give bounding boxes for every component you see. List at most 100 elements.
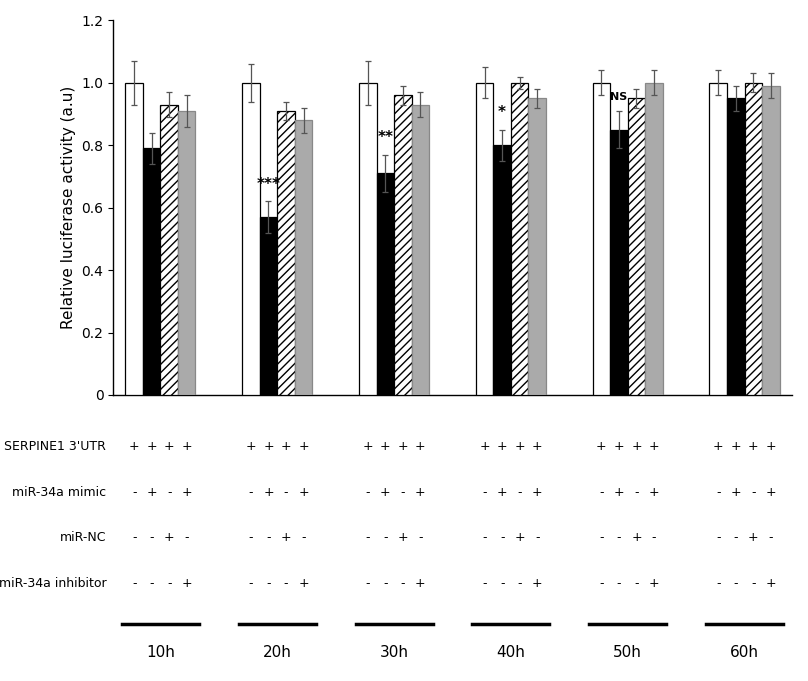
Text: +: +: [182, 577, 192, 590]
Text: 50h: 50h: [613, 645, 642, 660]
Text: **: **: [377, 130, 393, 145]
Text: +: +: [263, 440, 274, 453]
Text: +: +: [748, 440, 759, 453]
Text: +: +: [363, 440, 373, 453]
Text: -: -: [517, 577, 522, 590]
Bar: [528, 99, 546, 395]
Text: -: -: [418, 531, 423, 545]
Bar: [377, 174, 394, 395]
Text: -: -: [517, 486, 522, 498]
Bar: [242, 83, 259, 395]
Text: -: -: [249, 577, 253, 590]
Text: 30h: 30h: [380, 645, 409, 660]
Text: 40h: 40h: [496, 645, 525, 660]
Text: +: +: [479, 440, 490, 453]
Text: -: -: [500, 577, 504, 590]
Text: +: +: [146, 486, 157, 498]
Text: +: +: [532, 440, 542, 453]
Text: +: +: [532, 577, 542, 590]
Text: +: +: [765, 577, 776, 590]
Text: -: -: [482, 531, 487, 545]
Text: -: -: [600, 577, 604, 590]
Text: -: -: [482, 486, 487, 498]
Y-axis label: Relative luciferase activity (a.u): Relative luciferase activity (a.u): [61, 86, 76, 330]
Text: +: +: [398, 531, 408, 545]
Bar: [511, 83, 528, 395]
Text: +: +: [415, 440, 426, 453]
Text: +: +: [298, 577, 309, 590]
Bar: [359, 83, 377, 395]
Text: +: +: [398, 440, 408, 453]
Text: -: -: [149, 577, 154, 590]
Text: miR-NC: miR-NC: [60, 531, 107, 545]
Text: ***: ***: [256, 177, 280, 192]
Text: +: +: [263, 486, 274, 498]
Text: +: +: [415, 486, 426, 498]
Text: -: -: [401, 486, 405, 498]
Text: +: +: [298, 486, 309, 498]
Text: +: +: [613, 486, 625, 498]
Text: -: -: [301, 531, 305, 545]
Text: -: -: [617, 577, 621, 590]
Bar: [295, 121, 313, 395]
Text: NS: NS: [610, 91, 628, 101]
Text: +: +: [246, 440, 256, 453]
Text: +: +: [596, 440, 607, 453]
Text: -: -: [184, 531, 189, 545]
Bar: [494, 145, 511, 395]
Bar: [592, 83, 610, 395]
Text: -: -: [482, 577, 487, 590]
Text: -: -: [365, 531, 370, 545]
Text: +: +: [631, 440, 642, 453]
Bar: [161, 105, 178, 395]
Text: -: -: [167, 486, 171, 498]
Bar: [125, 83, 143, 395]
Text: -: -: [401, 577, 405, 590]
Text: +: +: [649, 486, 659, 498]
Text: +: +: [182, 486, 192, 498]
Text: -: -: [734, 531, 738, 545]
Text: +: +: [497, 486, 507, 498]
Text: -: -: [383, 531, 388, 545]
Text: SERPINE1 3'UTR: SERPINE1 3'UTR: [5, 440, 107, 453]
Bar: [646, 83, 663, 395]
Bar: [709, 83, 727, 395]
Text: *: *: [498, 106, 506, 121]
Text: 20h: 20h: [263, 645, 292, 660]
Text: +: +: [613, 440, 625, 453]
Text: -: -: [634, 486, 638, 498]
Text: -: -: [716, 531, 721, 545]
Bar: [476, 83, 494, 395]
Text: -: -: [284, 577, 288, 590]
Text: +: +: [182, 440, 192, 453]
Text: -: -: [652, 531, 656, 545]
Text: +: +: [497, 440, 507, 453]
Text: -: -: [267, 531, 271, 545]
Bar: [744, 83, 762, 395]
Bar: [628, 99, 646, 395]
Text: +: +: [280, 440, 292, 453]
Bar: [178, 111, 196, 395]
Text: +: +: [128, 440, 140, 453]
Bar: [277, 111, 295, 395]
Text: -: -: [535, 531, 540, 545]
Text: 10h: 10h: [146, 645, 175, 660]
Text: +: +: [765, 440, 776, 453]
Text: -: -: [249, 486, 253, 498]
Text: +: +: [765, 486, 776, 498]
Text: -: -: [149, 531, 154, 545]
Text: +: +: [380, 486, 390, 498]
Text: miR-34a inhibitor: miR-34a inhibitor: [0, 577, 107, 590]
Text: -: -: [768, 531, 773, 545]
Text: -: -: [249, 531, 253, 545]
Text: +: +: [730, 440, 741, 453]
Text: +: +: [713, 440, 723, 453]
Text: -: -: [500, 531, 504, 545]
Text: +: +: [748, 531, 759, 545]
Text: -: -: [600, 531, 604, 545]
Text: +: +: [532, 486, 542, 498]
Text: -: -: [716, 486, 721, 498]
Text: +: +: [164, 440, 175, 453]
Text: +: +: [146, 440, 157, 453]
Bar: [727, 99, 744, 395]
